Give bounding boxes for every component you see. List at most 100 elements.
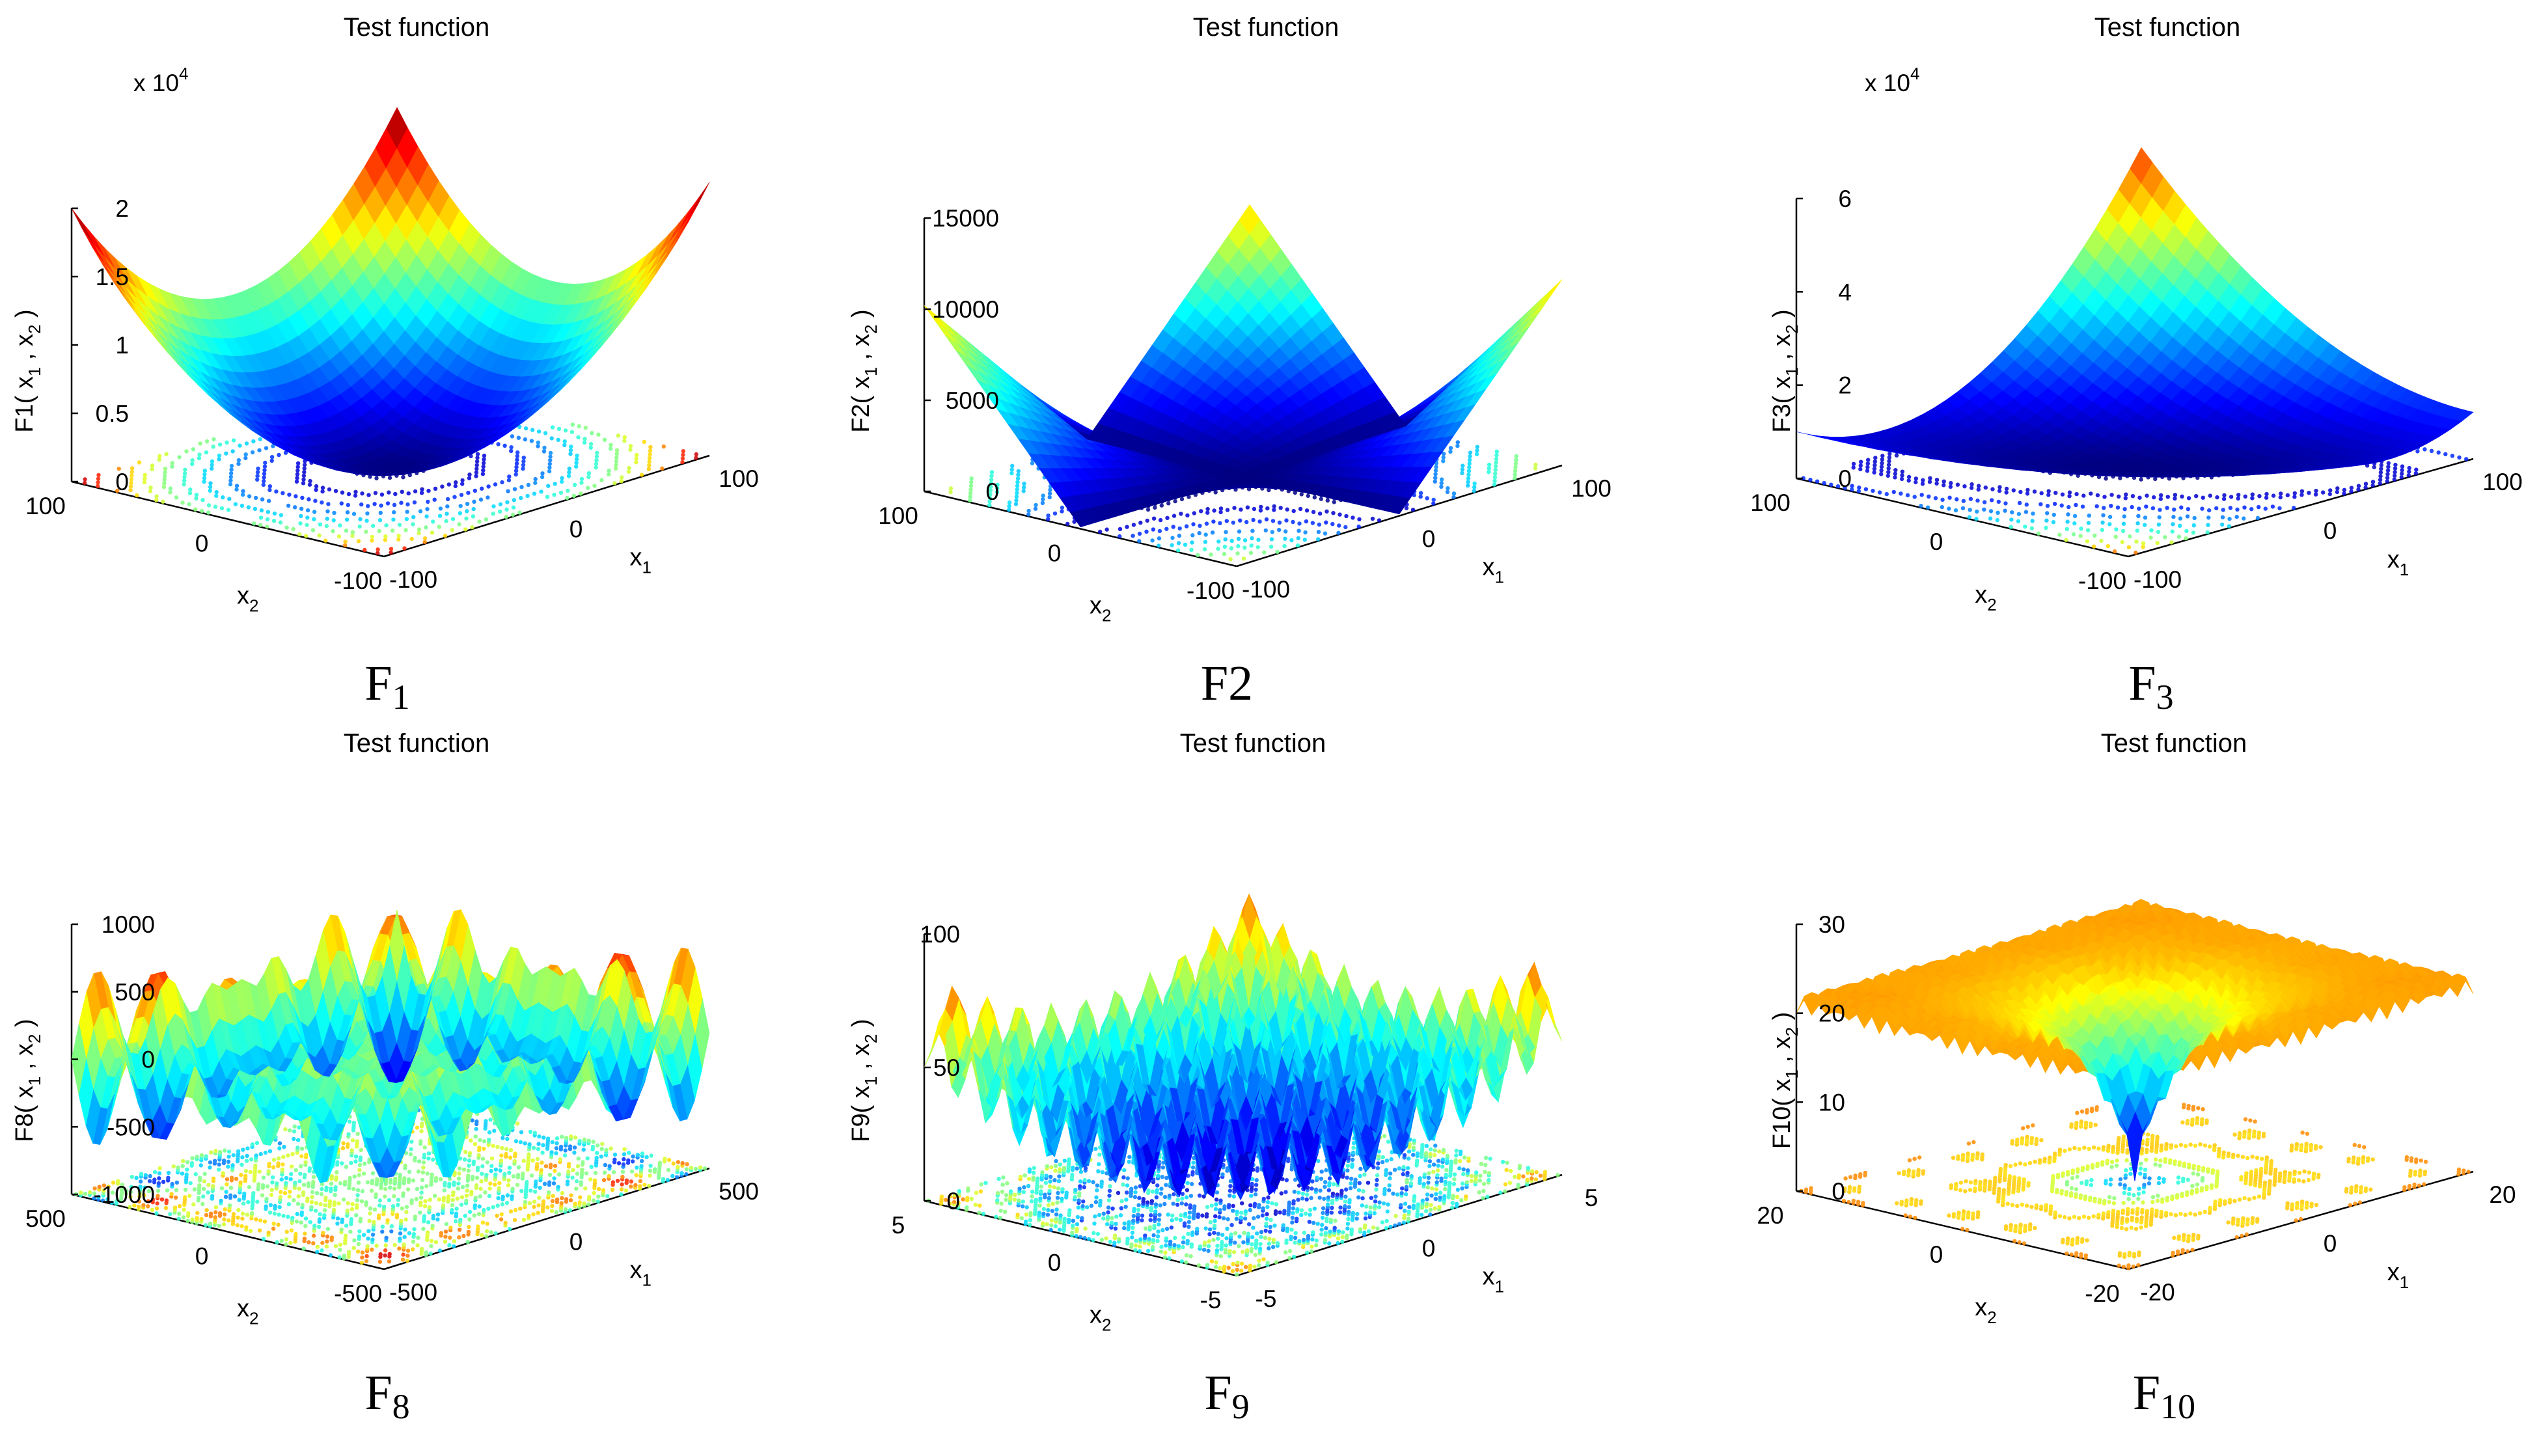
contour-point xyxy=(2052,520,2055,524)
contour-point xyxy=(2087,514,2091,517)
contour-point xyxy=(1150,538,1154,542)
contour-point xyxy=(393,492,397,496)
contour-point xyxy=(467,476,471,480)
contour-point xyxy=(2046,493,2050,497)
contour-point xyxy=(1198,531,1201,535)
contour-point xyxy=(648,452,652,456)
contour-point xyxy=(1316,537,1320,541)
contour-point xyxy=(2257,505,2260,509)
contour-point xyxy=(2141,542,2145,545)
contour-point xyxy=(1226,508,1229,512)
contour-point xyxy=(302,470,306,474)
contour-point xyxy=(218,443,222,446)
contour-point xyxy=(1969,482,1973,486)
contour-point xyxy=(2271,504,2275,508)
contour-point xyxy=(2130,505,2134,509)
contour-point xyxy=(548,462,552,466)
contour-point xyxy=(2206,523,2210,527)
contour-point xyxy=(482,461,486,465)
contour-point xyxy=(346,510,350,514)
contour-point xyxy=(426,489,430,493)
z-multiplier-base: x 10 xyxy=(133,70,179,96)
contour-point xyxy=(1865,469,1869,473)
contour-point xyxy=(150,467,154,471)
contour-point xyxy=(1494,457,1498,461)
contour-point xyxy=(400,490,404,494)
contour-point xyxy=(1405,506,1408,510)
contour-point xyxy=(539,489,543,493)
contour-point xyxy=(154,495,158,499)
contour-point xyxy=(1318,512,1322,515)
contour-point xyxy=(210,463,213,467)
contour-point xyxy=(308,483,312,487)
contour-point xyxy=(266,510,270,514)
contour-point xyxy=(542,446,546,450)
contour-point xyxy=(295,469,299,473)
contour-point xyxy=(1434,465,1438,469)
contour-point xyxy=(262,483,266,487)
contour-point xyxy=(96,473,100,477)
contour-point xyxy=(530,428,534,432)
contour-point xyxy=(515,454,519,458)
contour-point xyxy=(96,476,100,480)
contour-point xyxy=(648,448,652,452)
contour-point xyxy=(1224,537,1228,541)
contour-point xyxy=(2184,536,2188,540)
contour-point xyxy=(472,500,476,504)
contour-point xyxy=(2145,493,2148,497)
contour-point xyxy=(301,478,305,482)
contour-point xyxy=(1906,493,1910,497)
contour-point xyxy=(399,501,403,504)
contour-point xyxy=(521,460,525,463)
contour-point xyxy=(1179,512,1183,515)
contour-point xyxy=(338,523,342,527)
contour-point xyxy=(1144,530,1148,534)
contour-point xyxy=(1189,548,1193,552)
contour-point xyxy=(1857,489,1861,493)
contour-point xyxy=(284,525,288,529)
contour-point xyxy=(1303,538,1307,542)
contour-point xyxy=(438,514,442,517)
contour-point xyxy=(212,437,215,441)
contour-point xyxy=(2072,521,2076,525)
contour-point xyxy=(542,449,546,453)
contour-point xyxy=(467,473,471,476)
contour-point xyxy=(553,482,557,486)
contour-point xyxy=(1170,536,1174,540)
contour-point xyxy=(188,491,192,495)
contour-point xyxy=(2184,529,2188,533)
contour-point xyxy=(208,481,212,485)
contour-point xyxy=(1214,490,1218,494)
contour-point xyxy=(595,454,599,458)
contour-point xyxy=(1954,508,1958,512)
z-multiplier: x 104 xyxy=(133,64,188,96)
contour-point xyxy=(1440,477,1444,481)
contour-point xyxy=(2163,535,2167,539)
contour-point xyxy=(614,467,618,471)
contour-point xyxy=(1296,543,1300,547)
contour-point xyxy=(1887,452,1891,456)
contour-point xyxy=(321,486,325,489)
contour-point xyxy=(2113,549,2117,553)
contour-point xyxy=(374,476,378,480)
contour-point xyxy=(2143,515,2147,519)
contour-point xyxy=(262,468,266,472)
contour-point xyxy=(317,533,321,537)
contour-point xyxy=(1190,533,1194,537)
contour-point xyxy=(2096,493,2100,497)
contour-point xyxy=(640,473,644,476)
contour-point xyxy=(296,465,300,469)
contour-point xyxy=(2380,463,2383,467)
contour-point xyxy=(378,518,382,522)
contour-point xyxy=(1446,486,1449,490)
contour-point xyxy=(210,460,214,463)
contour-point xyxy=(1008,501,1011,504)
contour-point xyxy=(190,462,194,466)
contour-point xyxy=(1982,508,1986,512)
contour-point xyxy=(460,482,464,486)
contour-point xyxy=(420,488,424,491)
z-tick-label: 10000 xyxy=(932,296,999,323)
contour-point xyxy=(137,460,141,464)
contour-point xyxy=(557,427,561,431)
contour-point xyxy=(1216,547,1220,551)
